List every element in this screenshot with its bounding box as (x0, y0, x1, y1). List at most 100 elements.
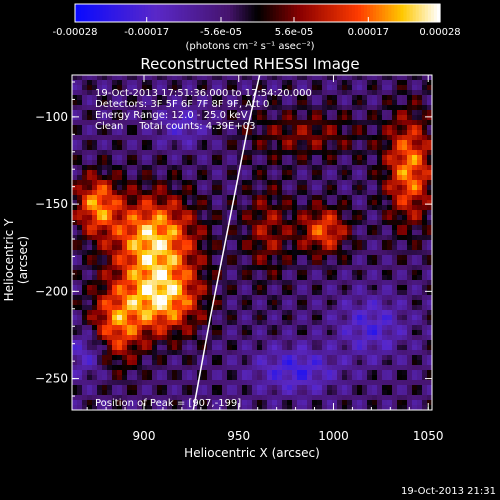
heatmap-cell (392, 115, 398, 121)
heatmap-cell (342, 110, 348, 116)
heatmap-cell (282, 265, 288, 271)
heatmap-cell (352, 270, 358, 276)
heatmap-cell (177, 325, 183, 331)
heatmap-cell (162, 185, 168, 191)
heatmap-cell (332, 380, 338, 386)
heatmap-cell (177, 85, 183, 91)
heatmap-cell (197, 250, 203, 256)
colorbar-swatch (205, 4, 210, 22)
heatmap-cell (407, 275, 413, 281)
heatmap-cell (72, 140, 78, 146)
heatmap-cell (412, 330, 418, 336)
heatmap-cell (142, 270, 148, 276)
heatmap-cell (242, 400, 248, 406)
heatmap-cell (117, 225, 123, 231)
heatmap-cell (127, 235, 133, 241)
colorbar-swatch (297, 4, 301, 22)
heatmap-cell (97, 260, 103, 266)
heatmap-cell (277, 330, 283, 336)
heatmap-cell (127, 405, 133, 411)
heatmap-cell (112, 325, 118, 331)
heatmap-cell (317, 325, 323, 331)
heatmap-cell (107, 260, 113, 266)
heatmap-cell (287, 400, 293, 406)
heatmap-cell (137, 235, 143, 241)
heatmap-cell (132, 385, 138, 391)
heatmap-cell (102, 290, 108, 296)
heatmap-cell (357, 200, 363, 206)
heatmap-cell (182, 270, 188, 276)
heatmap-cell (262, 275, 268, 281)
heatmap-cell (122, 265, 128, 271)
heatmap-cell (422, 335, 428, 341)
heatmap-cell (107, 305, 113, 311)
heatmap-cell (122, 335, 128, 341)
heatmap-cell (352, 235, 358, 241)
heatmap-cell (192, 370, 198, 376)
heatmap-cell (422, 395, 428, 401)
heatmap-cell (382, 295, 388, 301)
heatmap-cell (177, 185, 183, 191)
heatmap-cell (122, 140, 128, 146)
heatmap-cell (187, 135, 193, 141)
heatmap-cell (187, 350, 193, 356)
heatmap-cell (332, 275, 338, 281)
heatmap-cell (72, 90, 78, 96)
heatmap-cell (332, 105, 338, 111)
heatmap-cell (237, 185, 243, 191)
heatmap-cell (82, 330, 88, 336)
heatmap-cell (237, 85, 243, 91)
heatmap-cell (407, 180, 413, 186)
heatmap-cell (147, 330, 153, 336)
heatmap-cell (297, 280, 303, 286)
heatmap-cell (297, 185, 303, 191)
heatmap-cell (77, 140, 83, 146)
colorbar-swatch (202, 4, 207, 22)
heatmap-cell (87, 290, 93, 296)
heatmap-cell (327, 195, 333, 201)
heatmap-cell (197, 195, 203, 201)
heatmap-cell (287, 395, 293, 401)
heatmap-cell (402, 195, 408, 201)
heatmap-cell (272, 115, 278, 121)
heatmap-cell (127, 340, 133, 346)
heatmap-cell (322, 185, 328, 191)
heatmap-cell (147, 75, 153, 81)
heatmap-cell (327, 345, 333, 351)
heatmap-cell (297, 190, 303, 196)
heatmap-cell (332, 370, 338, 376)
colorbar-swatch (236, 4, 240, 22)
heatmap-cell (417, 135, 423, 141)
heatmap-cell (322, 380, 328, 386)
heatmap-cell (132, 100, 138, 106)
heatmap-cell (277, 110, 283, 116)
heatmap-cell (382, 265, 388, 271)
heatmap-cell (187, 145, 193, 151)
heatmap-cell (197, 360, 203, 366)
heatmap-cell (77, 385, 83, 391)
heatmap-cell (142, 360, 148, 366)
heatmap-cell (272, 350, 278, 356)
heatmap-cell (242, 165, 248, 171)
colorbar-swatch (214, 4, 219, 22)
heatmap-cell (427, 330, 433, 336)
heatmap-cell (82, 165, 88, 171)
colorbar-swatch (93, 4, 97, 22)
colorbar-swatch (227, 4, 231, 22)
heatmap-cell (102, 235, 108, 241)
heatmap-cell (392, 275, 398, 281)
heatmap-cell (397, 160, 403, 166)
heatmap-cell (227, 260, 233, 266)
heatmap-cell (362, 125, 368, 131)
heatmap-cell (302, 165, 308, 171)
heatmap-cell (412, 350, 418, 356)
heatmap-cell (322, 260, 328, 266)
heatmap-cell (257, 340, 263, 346)
heatmap-cell (317, 365, 323, 371)
heatmap-cell (187, 270, 193, 276)
heatmap-cell (167, 225, 173, 231)
heatmap-cell (282, 155, 288, 161)
heatmap-cell (282, 345, 288, 351)
colorbar-swatch (385, 4, 389, 22)
heatmap-cell (252, 285, 258, 291)
